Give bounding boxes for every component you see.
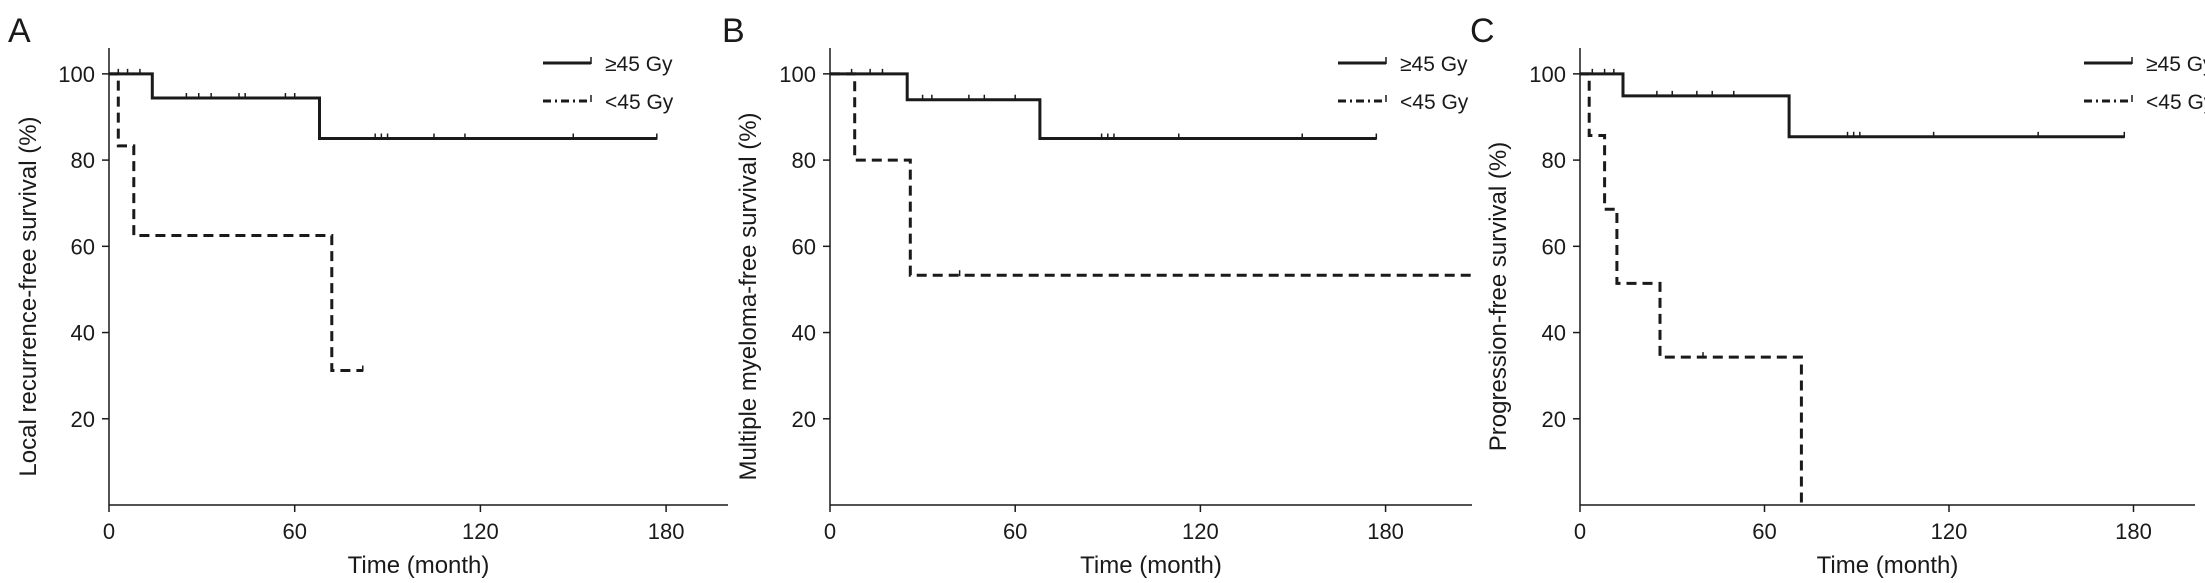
y-tick-label: 40: [71, 321, 95, 346]
x-axis-title: Time (month): [1080, 552, 1222, 579]
y-tick-label: 100: [1529, 62, 1566, 87]
panel-label: B: [722, 12, 745, 50]
survival-curve-lt45gy: [109, 72, 363, 372]
x-tick-label: 180: [2115, 519, 2152, 544]
y-axis-title: Progression-free survival (%): [1485, 142, 1512, 451]
y-tick-label: 100: [779, 62, 816, 87]
x-tick-label: 120: [1931, 519, 1968, 544]
y-axis-title: Multiple myeloma-free survival (%): [735, 112, 762, 480]
y-tick-label: 40: [1542, 321, 1566, 346]
y-tick-label: 20: [1542, 407, 1566, 432]
x-tick-label: 120: [462, 519, 499, 544]
panel-label: C: [1470, 12, 1495, 50]
legend-label: <45 Gy: [2146, 91, 2205, 114]
y-tick-label: 80: [1542, 148, 1566, 173]
legend-label: <45 Gy: [605, 91, 674, 114]
survival-curve-ge45gy: [830, 72, 1377, 140]
x-tick-label: 180: [1367, 519, 1404, 544]
survival-curve-lt45gy: [1580, 72, 1803, 505]
panel-label: A: [8, 12, 31, 50]
x-tick-label: 180: [648, 519, 685, 544]
y-axis-title: Local recurrence-free survival (%): [15, 116, 42, 476]
legend-label: ≥45 Gy: [2146, 53, 2205, 76]
survival-curve-lt45gy: [830, 72, 1472, 277]
x-tick-label: 60: [1752, 519, 1776, 544]
x-tick-label: 120: [1182, 519, 1219, 544]
y-tick-label: 60: [792, 234, 816, 259]
chart-panel-a: A 20 40 60 80 100 0 60 120 180 Time (month) Local r…: [8, 12, 728, 579]
survival-curve-ge45gy: [109, 72, 657, 140]
chart-panel-b: B 20 40 60 80 100 0 60 120 180 Time (month) Multipl…: [722, 12, 1472, 579]
x-tick-label: 0: [1574, 519, 1586, 544]
chart-panel-c: C 20 40 60 80 100 0 60 120 180 Time (month) Progres…: [1470, 12, 2205, 579]
y-tick-label: 80: [71, 148, 95, 173]
y-tick-label: 60: [71, 234, 95, 259]
x-tick-label: 0: [103, 519, 115, 544]
legend-label: <45 Gy: [1400, 91, 1469, 114]
x-tick-label: 60: [1003, 519, 1027, 544]
y-tick-label: 40: [792, 321, 816, 346]
y-tick-label: 20: [71, 407, 95, 432]
x-axis-title: Time (month): [1817, 552, 1959, 579]
y-tick-label: 20: [792, 407, 816, 432]
x-tick-label: 60: [282, 519, 306, 544]
survival-curve-ge45gy: [1580, 72, 2125, 139]
y-tick-label: 60: [1542, 234, 1566, 259]
y-tick-label: 100: [58, 62, 95, 87]
legend-label: ≥45 Gy: [605, 53, 673, 76]
y-tick-label: 80: [792, 148, 816, 173]
legend-label: ≥45 Gy: [1400, 53, 1468, 76]
x-axis-title: Time (month): [348, 552, 490, 579]
x-tick-label: 0: [824, 519, 836, 544]
